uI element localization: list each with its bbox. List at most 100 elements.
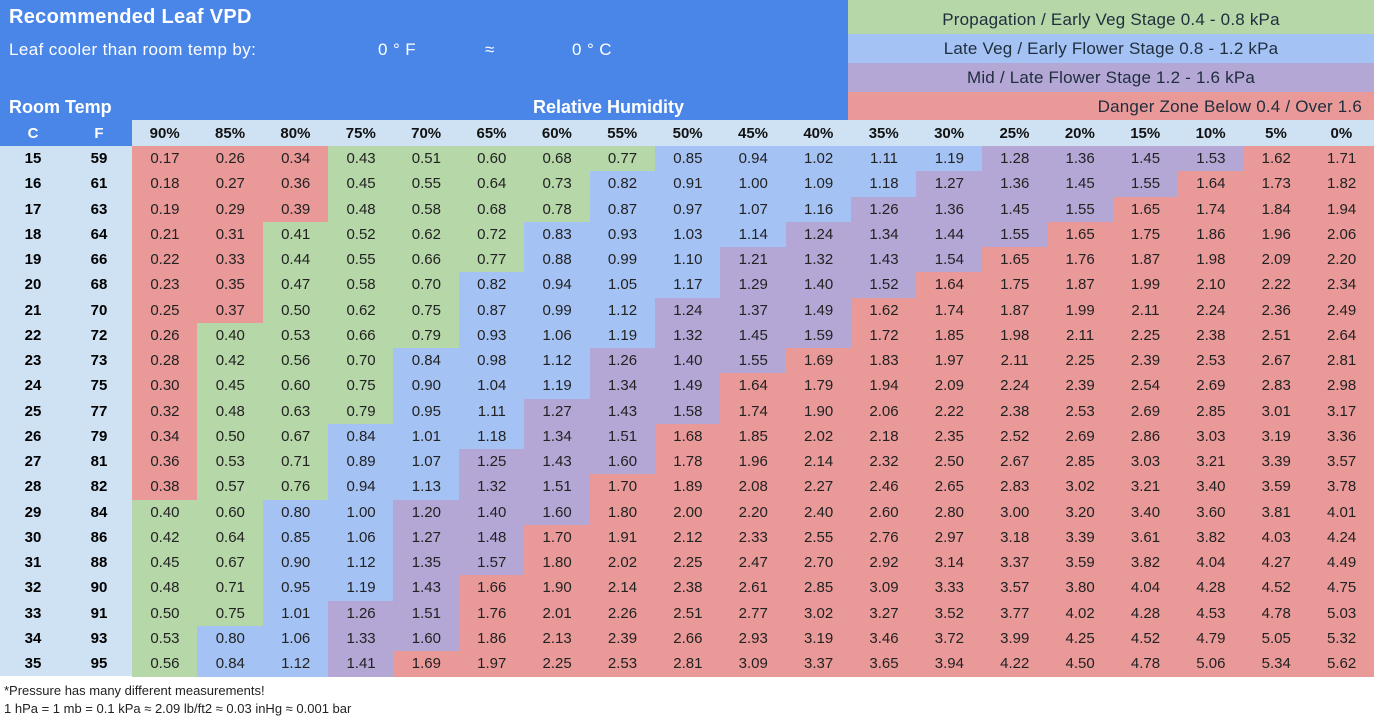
vpd-cell: 0.71	[262, 449, 329, 475]
leaf-cooler-celsius[interactable]: 0 ° C	[572, 40, 612, 59]
vpd-cell: 4.78	[1112, 651, 1179, 677]
vpd-cell: 1.85	[916, 322, 983, 349]
vpd-cell: 3.01	[1243, 398, 1310, 425]
vpd-cell: 0.64	[197, 524, 264, 551]
vpd-cell: 2.26	[589, 600, 656, 627]
vpd-cell: 2.24	[981, 373, 1048, 400]
fahrenheit-header: F	[94, 125, 104, 142]
celsius-header: C	[27, 125, 39, 142]
vpd-cell: 1.04	[458, 373, 525, 400]
vpd-cell: 3.99	[981, 625, 1048, 652]
vpd-cell: 1.45	[720, 322, 787, 349]
temp-cell-bg	[0, 600, 132, 626]
humidity-header: 55%	[589, 120, 655, 146]
vpd-cell: 0.56	[262, 348, 329, 374]
vpd-cell: 0.47	[262, 272, 329, 299]
vpd-cell: 1.01	[262, 600, 329, 627]
vpd-cell: 3.65	[851, 651, 917, 677]
vpd-cell: 1.60	[524, 499, 591, 526]
temp-fahrenheit: 86	[90, 528, 108, 546]
vpd-cell: 1.70	[524, 524, 591, 551]
vpd-cell: 3.40	[1112, 499, 1179, 526]
vpd-cell: 2.11	[1047, 322, 1114, 349]
vpd-cell: 1.54	[916, 247, 983, 273]
vpd-cell: 1.11	[851, 146, 917, 172]
vpd-cell: 0.58	[393, 196, 460, 223]
vpd-cell: 2.36	[1243, 297, 1310, 324]
vpd-cell: 0.19	[132, 196, 198, 223]
vpd-cell: 2.69	[1177, 373, 1244, 400]
vpd-cell: 0.80	[262, 499, 329, 526]
temp-celsius: 15	[24, 150, 42, 167]
vpd-cell: 5.05	[1243, 625, 1310, 652]
vpd-cell: 0.60	[262, 373, 329, 400]
vpd-cell: 0.87	[458, 297, 525, 324]
vpd-cell: 3.94	[916, 651, 983, 677]
vpd-cell: 1.90	[524, 575, 591, 602]
vpd-cell: 0.45	[132, 550, 198, 576]
vpd-cell: 0.60	[458, 146, 525, 172]
humidity-header: 80%	[262, 120, 329, 146]
temp-fahrenheit: 66	[90, 251, 108, 269]
vpd-cell: 3.18	[981, 524, 1048, 551]
vpd-cell: 1.34	[851, 221, 917, 248]
vpd-cell: 3.61	[1112, 524, 1179, 551]
vpd-cell: 2.13	[524, 625, 591, 652]
vpd-cell: 0.82	[589, 171, 656, 197]
temp-cell-bg	[0, 499, 132, 525]
vpd-cell: 2.11	[981, 348, 1048, 374]
temp-fahrenheit: 91	[90, 604, 108, 622]
vpd-cell: 3.77	[981, 600, 1048, 627]
vpd-cell: 1.55	[981, 221, 1048, 248]
humidity-header: 25%	[981, 120, 1048, 146]
vpd-cell: 1.03	[654, 221, 721, 248]
vpd-cell: 1.86	[458, 625, 525, 652]
vpd-cell: 2.10	[1177, 272, 1244, 299]
vpd-cell: 1.37	[720, 297, 787, 324]
vpd-cell: 0.85	[654, 146, 721, 172]
vpd-cell: 2.70	[785, 550, 852, 576]
vpd-cell: 3.59	[1047, 550, 1114, 576]
temp-celsius: 32	[24, 579, 42, 597]
vpd-cell: 0.56	[132, 651, 198, 677]
vpd-cell: 0.55	[328, 247, 394, 273]
vpd-cell: 0.88	[524, 247, 591, 273]
vpd-cell: 0.53	[132, 625, 198, 652]
humidity-header: 40%	[785, 120, 852, 146]
vpd-cell: 2.55	[785, 524, 852, 551]
vpd-cell: 0.78	[524, 196, 591, 223]
vpd-cell: 0.32	[132, 398, 198, 425]
vpd-cell: 1.65	[981, 247, 1048, 273]
vpd-cell: 1.34	[589, 373, 656, 400]
temp-celsius: 28	[24, 478, 42, 496]
vpd-cell: 1.14	[720, 221, 787, 248]
temp-fahrenheit: 81	[90, 453, 108, 471]
vpd-cell: 3.33	[916, 575, 983, 602]
vpd-cell: 4.79	[1177, 625, 1244, 652]
vpd-cell: 1.80	[589, 499, 656, 526]
vpd-cell: 3.40	[1177, 474, 1244, 501]
temp-fahrenheit: 59	[90, 150, 108, 167]
temp-cell-bg	[0, 398, 132, 424]
vpd-cell: 2.25	[524, 651, 591, 677]
vpd-cell: 2.12	[654, 524, 721, 551]
vpd-cell: 2.14	[785, 449, 852, 475]
vpd-cell: 1.69	[393, 651, 460, 677]
vpd-cell: 0.77	[458, 247, 525, 273]
vpd-cell: 2.46	[851, 474, 917, 501]
legend-late-veg: Late Veg / Early Flower Stage 0.8 - 1.2 …	[848, 34, 1374, 63]
leaf-cooler-fahrenheit[interactable]: 0 ° F	[378, 40, 417, 59]
vpd-cell: 0.94	[524, 272, 591, 299]
approx-symbol: ≈	[485, 40, 495, 59]
vpd-cell: 1.29	[720, 272, 787, 299]
vpd-cell: 2.34	[1308, 272, 1374, 299]
vpd-cell: 2.39	[589, 625, 656, 652]
vpd-cell: 2.14	[589, 575, 656, 602]
vpd-cell: 2.35	[916, 423, 983, 450]
vpd-cell: 1.97	[916, 348, 983, 374]
vpd-cell: 0.68	[524, 146, 591, 172]
vpd-cell: 1.09	[785, 171, 852, 197]
vpd-cell: 0.66	[393, 247, 460, 273]
vpd-cell: 3.19	[1243, 423, 1310, 450]
temp-celsius: 31	[24, 554, 42, 572]
